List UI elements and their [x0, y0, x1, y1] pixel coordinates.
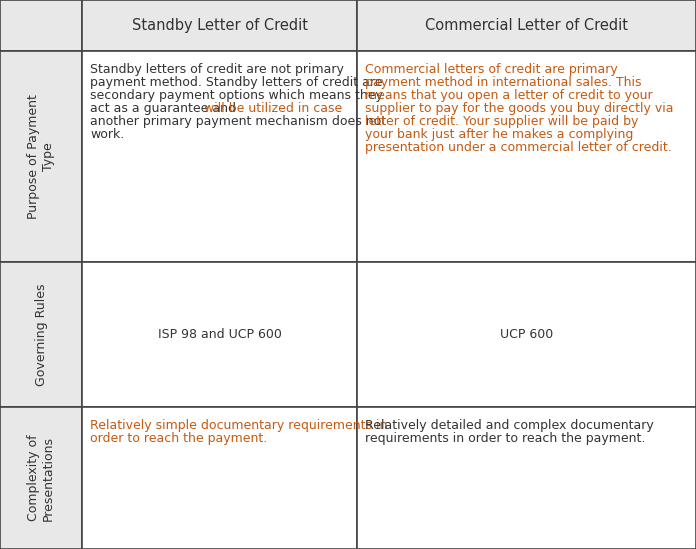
Bar — [357, 51, 696, 262]
Text: Commercial Letter of Credit: Commercial Letter of Credit — [425, 18, 628, 33]
Bar — [357, 0, 696, 51]
Text: act as a guarantee and: act as a guarantee and — [90, 102, 241, 115]
Bar — [357, 262, 696, 407]
Text: means that you open a letter of credit to your: means that you open a letter of credit t… — [365, 89, 653, 102]
Bar — [82, 262, 357, 407]
Bar — [0, 407, 82, 549]
Text: Standby letters of credit are not primary: Standby letters of credit are not primar… — [90, 63, 345, 76]
Bar — [82, 407, 357, 549]
Text: Complexity of
Presentations: Complexity of Presentations — [27, 435, 55, 522]
Bar — [0, 51, 82, 262]
Text: will be utilized in case: will be utilized in case — [205, 102, 342, 115]
Text: Relatively simple documentary requirements in: Relatively simple documentary requiremen… — [90, 419, 388, 433]
Text: requirements in order to reach the payment.: requirements in order to reach the payme… — [365, 433, 646, 445]
Text: another primary payment mechanism does not: another primary payment mechanism does n… — [90, 115, 386, 128]
Text: Standby Letter of Credit: Standby Letter of Credit — [132, 18, 308, 33]
Text: your bank just after he makes a complying: your bank just after he makes a complyin… — [365, 128, 634, 141]
Text: letter of credit. Your supplier will be paid by: letter of credit. Your supplier will be … — [365, 115, 639, 128]
Text: ISP 98 and UCP 600: ISP 98 and UCP 600 — [158, 328, 281, 341]
Text: supplier to pay for the goods you buy directly via: supplier to pay for the goods you buy di… — [365, 102, 674, 115]
Bar — [82, 0, 357, 51]
Bar — [0, 262, 82, 407]
Text: payment method. Standby letters of credit are: payment method. Standby letters of credi… — [90, 76, 383, 88]
Text: order to reach the payment.: order to reach the payment. — [90, 433, 268, 445]
Text: presentation under a commercial letter of credit.: presentation under a commercial letter o… — [365, 141, 672, 154]
Text: payment method in international sales. This: payment method in international sales. T… — [365, 76, 642, 88]
Bar — [0, 0, 82, 51]
Bar — [82, 51, 357, 262]
Text: secondary payment options which means they: secondary payment options which means th… — [90, 89, 383, 102]
Text: Relatively detailed and complex documentary: Relatively detailed and complex document… — [365, 419, 654, 433]
Text: Commercial letters of credit are primary: Commercial letters of credit are primary — [365, 63, 618, 76]
Text: UCP 600: UCP 600 — [500, 328, 553, 341]
Text: Purpose of Payment
Type: Purpose of Payment Type — [27, 94, 55, 219]
Text: work.: work. — [90, 128, 125, 141]
Bar — [357, 407, 696, 549]
Text: Governing Rules: Governing Rules — [35, 283, 47, 386]
